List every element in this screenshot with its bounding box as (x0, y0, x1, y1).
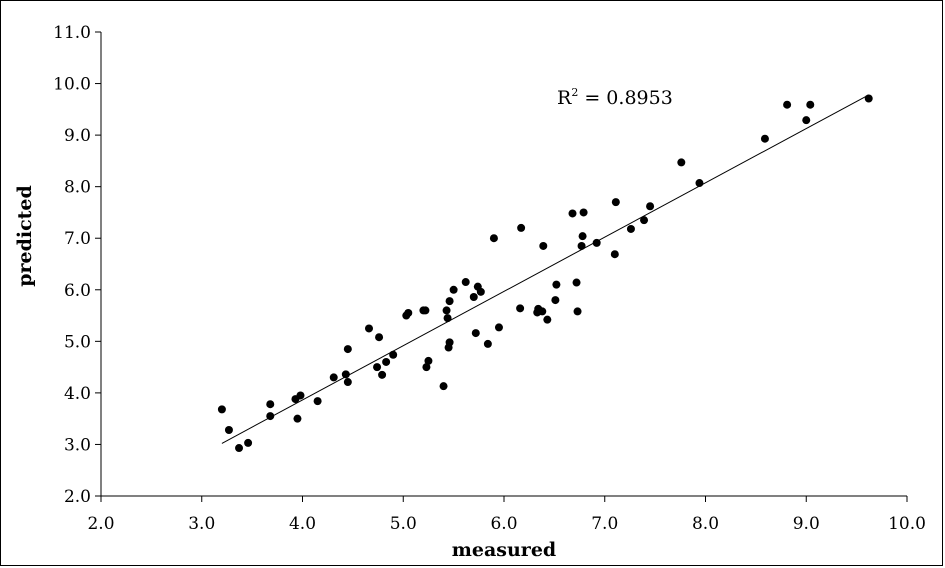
data-point (461, 278, 470, 287)
data-point (266, 412, 275, 421)
data-point (806, 100, 815, 109)
data-points (217, 94, 873, 453)
data-point (443, 314, 452, 323)
data-point (313, 397, 322, 406)
data-point (422, 363, 431, 372)
data-point (445, 297, 454, 306)
data-point (695, 179, 704, 188)
x-tick-label: 10.0 (888, 514, 926, 534)
data-point (266, 400, 275, 409)
r-squared-value: = 0.8953 (578, 87, 672, 109)
x-tick-label: 3.0 (188, 514, 215, 534)
data-point (802, 116, 811, 125)
tick-labels: 2.0 3.0 4.0 5.0 6.0 7.0 8.0 9.0 10.0 11.0 2.0 3.0 4.… (53, 23, 926, 534)
data-point (224, 426, 233, 435)
y-tick-label: 9.0 (64, 126, 91, 146)
data-point (421, 306, 430, 315)
r-squared-label: R (557, 87, 572, 109)
x-tick-label: 8.0 (692, 514, 719, 534)
data-point (626, 224, 635, 233)
y-tick-label: 5.0 (64, 332, 91, 352)
data-point (483, 339, 492, 348)
data-point (375, 333, 384, 342)
trend-line (221, 94, 869, 444)
data-point (592, 238, 601, 247)
data-point (364, 324, 373, 333)
x-tick-label: 2.0 (87, 514, 114, 534)
x-tick-label: 4.0 (289, 514, 316, 534)
y-tick-label: 11.0 (53, 23, 91, 43)
data-point (783, 100, 792, 109)
data-point (572, 278, 581, 287)
data-point (378, 370, 387, 379)
data-point (476, 287, 485, 296)
data-point (424, 356, 433, 365)
r-squared-superscript: 2 (571, 86, 578, 99)
x-axis-title: measured (452, 539, 556, 561)
data-point (611, 198, 620, 207)
data-point (217, 405, 226, 414)
r-squared-annotation: R2 = 0.8953 (557, 86, 673, 109)
y-tick-label: 10.0 (53, 75, 91, 95)
data-point (539, 241, 548, 250)
data-point (646, 202, 655, 211)
data-point (442, 306, 451, 315)
data-point (579, 208, 588, 217)
data-point (471, 329, 480, 338)
y-tick-label: 4.0 (64, 384, 91, 404)
x-tick-label: 5.0 (390, 514, 417, 534)
data-point (439, 382, 448, 391)
data-point (244, 438, 253, 447)
data-point (517, 223, 526, 232)
data-point (343, 345, 352, 354)
data-point (449, 285, 458, 294)
data-point (610, 250, 619, 259)
y-tick-label: 2.0 (64, 487, 91, 507)
data-point (293, 414, 302, 423)
data-point (494, 323, 503, 332)
x-tick-label: 6.0 (490, 514, 517, 534)
data-point (329, 373, 338, 382)
data-point (760, 134, 769, 143)
data-point (677, 158, 686, 167)
data-point (568, 209, 577, 218)
x-tick-label: 9.0 (793, 514, 820, 534)
y-tick-label: 7.0 (64, 229, 91, 249)
data-point (538, 307, 547, 316)
data-point (382, 357, 391, 366)
data-point (404, 308, 413, 317)
axes (95, 31, 908, 502)
data-point (341, 370, 350, 379)
data-point (578, 232, 587, 241)
y-tick-label: 3.0 (64, 435, 91, 455)
data-point (573, 307, 582, 316)
data-point (551, 296, 560, 305)
x-tick-label: 7.0 (591, 514, 618, 534)
y-axis-title: predicted (14, 185, 36, 287)
data-point (640, 216, 649, 225)
data-point (389, 350, 398, 359)
data-point (373, 363, 382, 372)
data-point (543, 315, 552, 324)
data-point (235, 444, 244, 453)
data-point (469, 292, 478, 301)
data-point (577, 241, 586, 250)
data-point (296, 391, 305, 400)
data-point (445, 338, 454, 347)
data-point (864, 94, 873, 103)
data-point (552, 280, 561, 289)
data-point (343, 378, 352, 387)
data-point (489, 234, 498, 243)
y-tick-label: 6.0 (64, 281, 91, 301)
y-tick-label: 8.0 (64, 178, 91, 198)
data-point (516, 304, 525, 313)
